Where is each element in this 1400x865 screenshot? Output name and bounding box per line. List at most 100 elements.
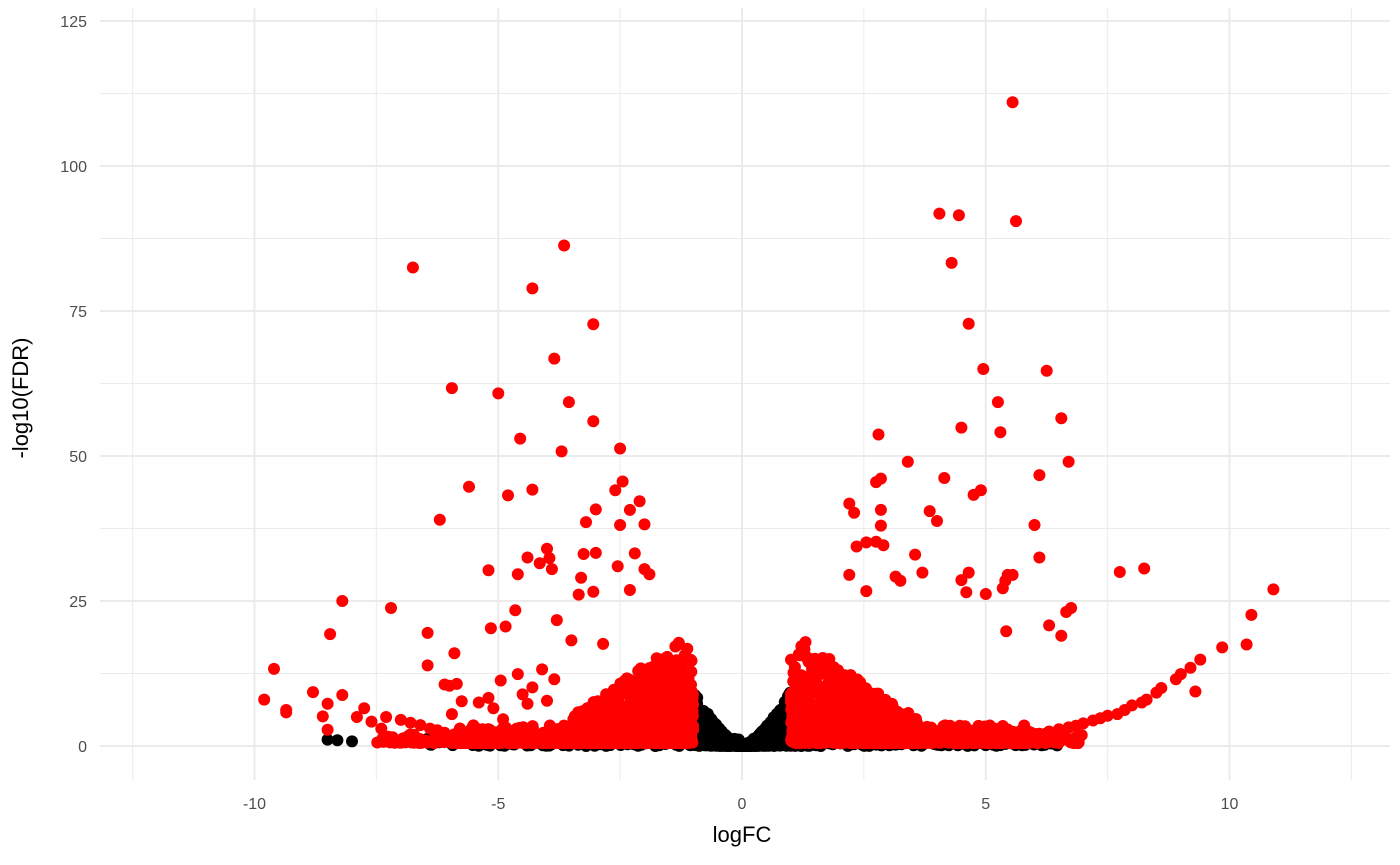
significant-point [336, 689, 349, 701]
significant-point [909, 548, 922, 561]
significant-point [633, 495, 646, 508]
significant-point [817, 681, 830, 694]
non-significant-point [735, 737, 747, 750]
significant-point [1060, 606, 1073, 618]
y-axis-title: -log10(FDR) [8, 337, 33, 458]
significant-point [942, 732, 955, 745]
significant-point [1006, 96, 1019, 109]
significant-point [1033, 469, 1046, 482]
significant-point [839, 687, 852, 700]
x-axis-ticks: -10 -5 0 5 10 [243, 796, 1239, 813]
significant-point [786, 690, 799, 703]
significant-point [609, 484, 622, 497]
significant-point [837, 720, 850, 733]
significant-point [638, 699, 651, 712]
significant-point [541, 542, 553, 555]
significant-point [1240, 638, 1253, 651]
significant-point [484, 622, 497, 635]
significant-point [628, 547, 641, 560]
significant-point [614, 442, 627, 455]
significant-point [589, 546, 602, 559]
x-tick-label: 5 [981, 796, 990, 813]
significant-point [643, 568, 656, 581]
significant-point [555, 731, 568, 744]
significant-point [575, 571, 588, 584]
significant-point [674, 678, 687, 691]
significant-point [487, 702, 500, 715]
significant-point [497, 713, 510, 726]
significant-point [258, 693, 271, 706]
significant-point [1004, 731, 1017, 744]
x-tick-label: 0 [738, 796, 747, 813]
significant-point [358, 702, 371, 715]
significant-point [336, 595, 349, 607]
significant-point [587, 415, 600, 428]
significant-point [1150, 686, 1163, 699]
significant-point [612, 682, 625, 694]
significant-point [656, 686, 669, 699]
significant-point [511, 568, 524, 581]
significant-point [1033, 727, 1046, 740]
significant-point [967, 736, 979, 749]
significant-point [931, 515, 943, 527]
significant-point [677, 731, 690, 744]
significant-point [1023, 729, 1036, 741]
y-tick-label: 50 [69, 449, 87, 466]
significant-point [996, 582, 1009, 595]
significant-point [577, 548, 590, 560]
significant-point [445, 382, 458, 395]
significant-point [611, 560, 624, 573]
significant-point [654, 653, 667, 666]
significant-point [864, 690, 877, 702]
significant-point [482, 564, 495, 577]
significant-point [800, 720, 813, 732]
significant-point [923, 726, 936, 739]
significant-point [916, 566, 929, 579]
significant-point [623, 503, 636, 516]
significant-point [380, 711, 393, 723]
significant-point [548, 673, 561, 686]
significant-point [463, 480, 475, 493]
significant-point [832, 664, 844, 677]
significant-point [852, 694, 865, 707]
significant-point [562, 396, 575, 409]
significant-point [925, 736, 937, 749]
significant-point [587, 318, 600, 331]
significant-point [580, 516, 592, 529]
significant-point [1138, 562, 1151, 575]
significant-point [675, 657, 688, 670]
significant-point [1111, 708, 1124, 721]
significant-point [933, 207, 946, 220]
significant-point [955, 421, 968, 434]
significant-point [870, 476, 883, 489]
significant-point [849, 736, 862, 749]
non-significant-point [702, 735, 715, 748]
x-axis-title: logFC [713, 822, 772, 847]
significant-point [962, 317, 975, 330]
significant-point [923, 505, 936, 518]
significant-point [572, 588, 585, 601]
significant-point [663, 674, 676, 687]
significant-point [1055, 629, 1068, 642]
significant-point [414, 733, 427, 746]
significant-point [885, 736, 898, 749]
significant-point [648, 727, 661, 740]
significant-point [550, 614, 563, 627]
significant-point [548, 352, 561, 365]
significant-point [938, 472, 951, 484]
significant-point [448, 647, 461, 660]
significant-point [992, 736, 1005, 749]
significant-point [268, 662, 280, 675]
significant-point [979, 588, 992, 600]
significant-point [445, 708, 458, 721]
significant-point [521, 697, 534, 710]
significant-point [1053, 733, 1066, 746]
significant-point [870, 731, 883, 744]
significant-point [455, 695, 468, 708]
significant-point [280, 704, 293, 716]
significant-point [467, 731, 480, 744]
significant-points [258, 96, 1280, 750]
significant-point [521, 551, 534, 564]
significant-point [516, 688, 529, 701]
significant-point [307, 686, 319, 699]
